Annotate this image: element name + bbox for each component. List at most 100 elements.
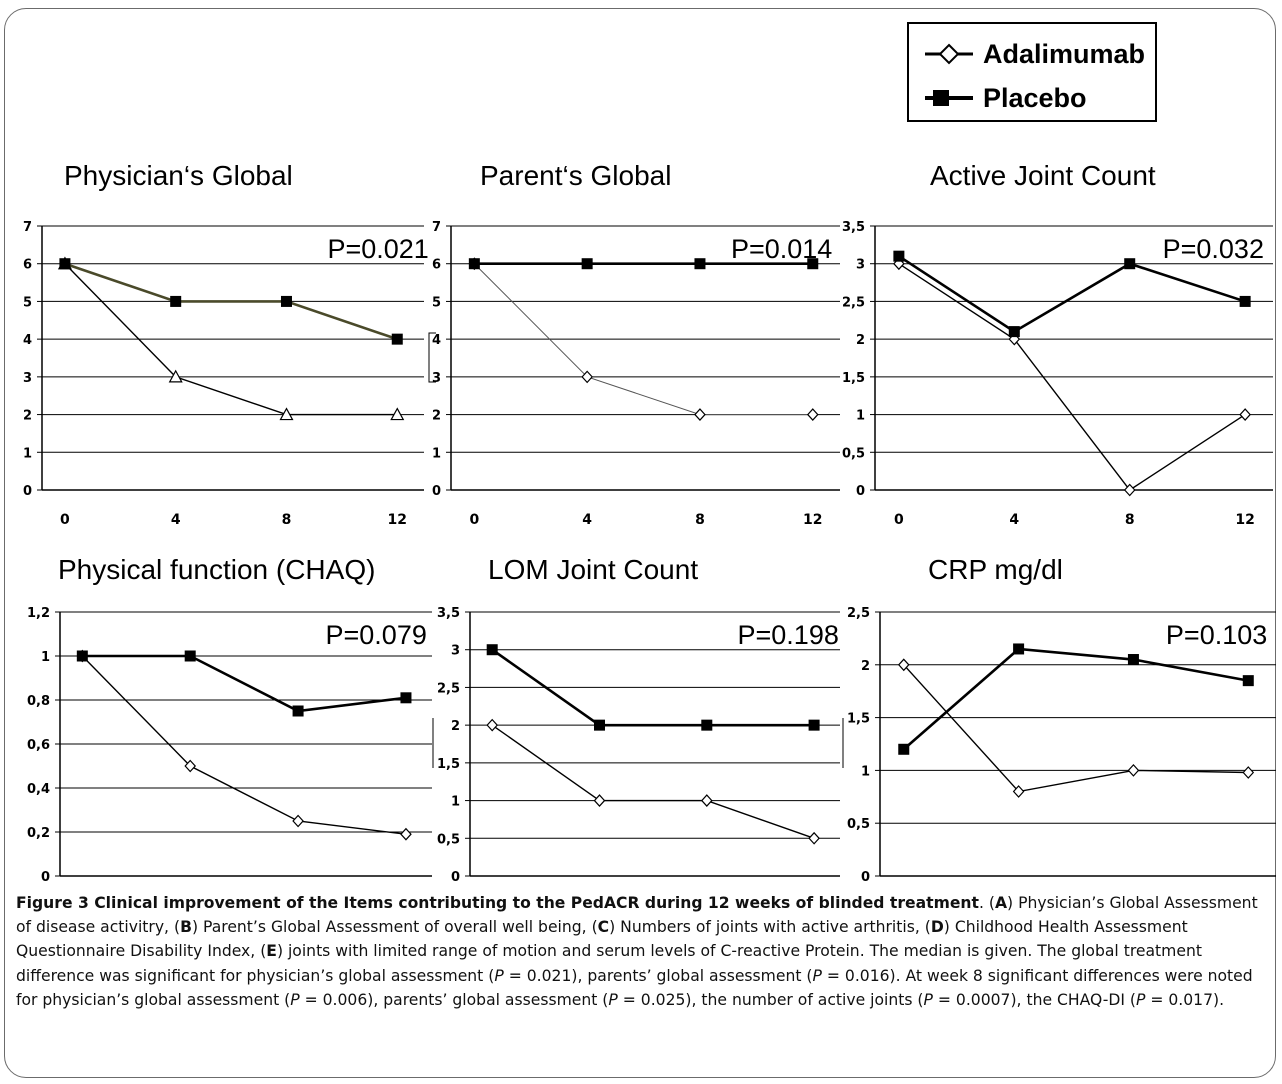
caption-text-3: ) Parent’s Global Assessment of overall … [191,918,598,937]
legend-label-adalimumab: Adalimumab [983,38,1146,69]
p5-y-tick-label: 0,5 [847,817,870,832]
p5-placebo-line [902,647,1249,751]
p1-placebo-point [694,258,706,270]
p4-placebo-point [486,644,498,656]
caption-text-6: ) joints with limited range of motion an… [16,942,1202,985]
p0-x-tick-label: 12 [388,512,407,528]
p3-y-tick-label: 0,4 [27,782,50,797]
p4-p-value-annotation: P=0.198 [738,620,839,650]
p1-y-tick-label: 5 [432,295,441,310]
p2-y-tick-label: 3 [856,258,865,273]
p0-adalimumab-line [64,263,398,416]
caption-p-text-5: = 0.017). [1145,990,1225,1009]
p1-y-tick-label: 6 [432,258,441,273]
p0-placebo-line [64,262,398,341]
p2-placebo-line [898,255,1246,334]
p5-placebo-point [1013,643,1025,655]
p1-x-tick-label: 8 [695,512,705,528]
p0-y-tick-label: 1 [23,446,32,461]
p0-x-tick-label: 0 [60,512,70,528]
figure-caption: Figure 3 Clinical improvement of the Ite… [16,891,1266,1012]
p5-y-tick-label: 1,5 [847,712,870,727]
p5-placebo-point [1127,654,1139,666]
p1-placebo-point [581,258,593,270]
caption-text-4: ) Numbers of joints with active arthriti… [609,918,931,937]
p1-x-tick-label: 4 [582,512,592,528]
p5-y-tick-label: 2,5 [847,606,870,621]
p5-adalimumab-point [1012,785,1025,798]
caption-letter-c: C [597,918,610,937]
p2-adalimumab-line [898,263,1246,491]
panel-title-crp: CRP mg/dl [928,554,1063,585]
p2-adalimumab-point [1123,483,1136,497]
p3-placebo-point [400,692,412,704]
p3-y-tick-label: 0,2 [27,826,50,841]
p4-y-tick-label: 0 [451,870,460,885]
p2-placebo-point [1239,295,1251,307]
p4-y-tick-label: 3 [451,644,460,659]
p1-y-tick-label: 4 [432,333,441,348]
caption-letter-d: D [930,918,944,937]
p3-y-tick-label: 1 [41,650,50,665]
p4-y-tick-label: 3,5 [437,606,460,621]
p2-p-value-annotation: P=0.032 [1163,234,1264,264]
p5-adalimumab-point [1127,764,1140,777]
p0-y-tick-label: 5 [23,295,32,310]
p0-x-tick-label: 4 [171,512,181,528]
caption-text-5: ) Childhood Health Assessment Questionna… [16,918,1188,961]
caption-text-2: ) Physician’s Global Assessment of disea… [16,894,1258,937]
figure-frame [4,8,1276,1078]
caption-p-text-1: = 0.016). At week 8 significant differen… [16,966,1253,1009]
legend: Adalimumab Placebo [907,22,1157,122]
p0-x-tick-label: 8 [282,512,292,528]
p4-y-tick-label: 1 [451,795,460,810]
p1-adalimumab-line [473,263,813,416]
panel-title-active-joint-count: Active Joint Count [930,160,1156,191]
p0-p-value-annotation: P=0.021 [327,234,428,264]
p2-y-tick-label: 2,5 [842,295,865,310]
p3-y-tick-label: 0,8 [27,694,50,709]
panel-title-parent-global: Parent‘s Global [480,160,672,191]
p1-x-tick-label: 12 [803,512,822,528]
panel-title-physician-global: Physician‘s Global [64,160,293,191]
p0-placebo-point [391,333,403,345]
p2-x-tick-label: 0 [894,512,904,528]
caption-letter-b: B [180,918,192,937]
p4-placebo-point [808,719,820,731]
caption-p-4: P [923,990,933,1009]
p0-adalimumab-point [279,407,294,421]
caption-p-text-0: = 0.021), parents’ global assessment ( [503,966,813,985]
p2-y-tick-label: 1,5 [842,371,865,386]
p4-adalimumab-point [808,831,820,845]
p4-y-tick-label: 0,5 [437,832,460,847]
p2-y-tick-label: 0 [856,484,865,499]
p5-y-tick-label: 1 [861,764,870,779]
p3-y-tick-label: 1,2 [27,606,50,621]
p0-placebo-point [59,258,71,270]
p4-adalimumab-line [491,724,815,839]
caption-letter-a: A [994,894,1008,912]
p0-y-tick-label: 6 [23,258,32,273]
p5-y-tick-label: 2 [861,659,870,674]
p4-y-tick-label: 1,5 [437,757,460,772]
p1-placebo-point [468,258,480,270]
caption-letter-e: E [266,942,277,961]
p4-placebo-point [701,719,713,731]
caption-p-3: P [608,990,618,1009]
legend-item-placebo: Placebo [921,78,1087,118]
caption-p-text-2: = 0.006), parents’ global assessment ( [299,990,609,1009]
p5-placebo-point [898,743,910,755]
caption-title: Figure 3 Clinical improvement of the Ite… [16,894,979,912]
p3-adalimumab-point [400,827,412,841]
p1-adalimumab-point [694,408,706,421]
p1-y-tick-label: 3 [432,371,441,386]
p1-placebo-point [807,258,819,270]
p3-placebo-point [76,650,88,662]
p3-placebo-point [184,650,196,662]
caption-p-text-4: = 0.0007), the CHAQ-DI ( [932,990,1136,1009]
p3-y-tick-label: 0 [41,870,50,885]
p4-y-tick-label: 2 [451,719,460,734]
p3-y-tick-label: 0,6 [27,738,50,753]
p2-y-tick-label: 2 [856,333,865,348]
